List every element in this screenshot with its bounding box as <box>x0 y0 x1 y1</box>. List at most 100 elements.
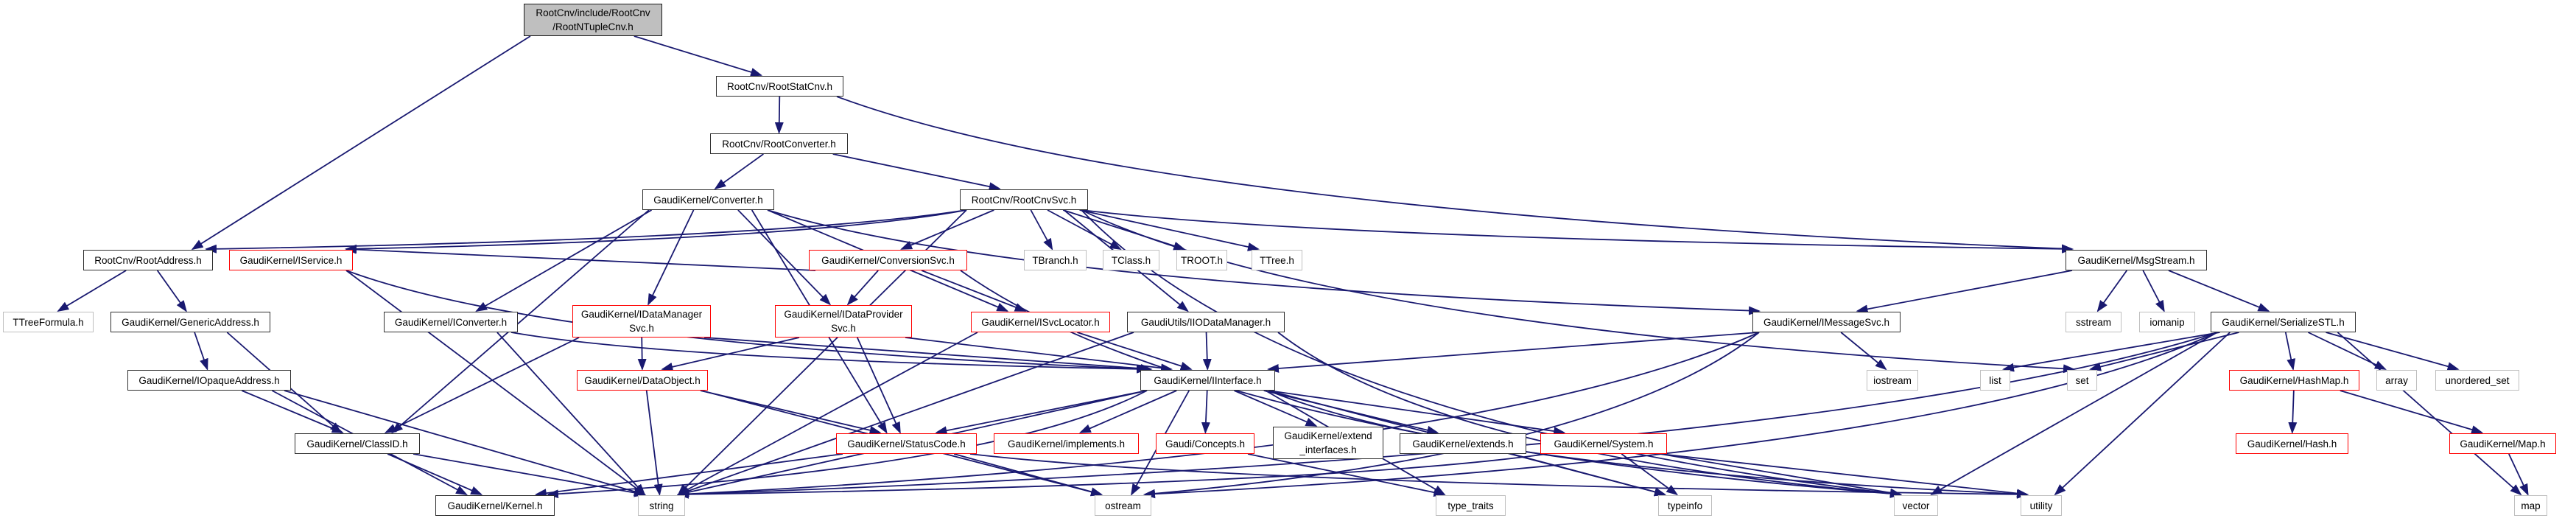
edge-root_stat-to-msgstream <box>836 96 2074 253</box>
node-type_traits[interactable]: type_traits <box>1436 495 1506 516</box>
node-conversionsvc[interactable]: GaudiKernel/ConversionSvc.h <box>809 250 967 270</box>
node-msgstream[interactable]: GaudiKernel/MsgStream.h <box>2066 250 2207 270</box>
node-map_h[interactable]: GaudiKernel/Map.h <box>2449 433 2556 454</box>
node-list[interactable]: list <box>1980 370 2010 391</box>
node-ttreeformula[interactable]: TTreeFormula.h <box>3 312 94 332</box>
edge-concepts-to-type_traits <box>1247 453 1446 497</box>
edge-statuscode-to-ostream <box>953 453 1103 497</box>
edge-genericaddress-to-iopaqueaddress <box>194 332 208 371</box>
node-concepts[interactable]: Gaudi/Concepts.h <box>1156 433 1254 454</box>
node-iopaqueaddress[interactable]: GaudiKernel/IOpaqueAddress.h <box>127 370 291 391</box>
edge-system-to-string <box>677 453 1548 499</box>
node-tclass[interactable]: TClass.h <box>1103 250 1159 270</box>
node-ostream[interactable]: ostream <box>1095 495 1151 516</box>
edge-map_h-to-map <box>2508 453 2529 496</box>
edge-serializestl-to-map <box>2337 332 2522 496</box>
edge-iiodatamanager-to-iinterface <box>1202 332 1212 371</box>
edge-imessagesvc-to-string <box>677 332 1760 499</box>
node-genericaddress[interactable]: GaudiKernel/GenericAddress.h <box>110 312 270 332</box>
edge-root_cnvsvc-to-msgstream <box>1081 209 2074 253</box>
node-typeinfo[interactable]: typeinfo <box>1658 495 1712 516</box>
edge-idatamanagersvc-to-iinterface <box>703 337 1153 373</box>
node-kernel[interactable]: GaudiKernel/Kernel.h <box>435 495 555 516</box>
edge-dataobject-to-statuscode <box>700 390 882 435</box>
edge-hashmap-to-map_h <box>2340 390 2484 434</box>
node-string[interactable]: string <box>638 495 685 516</box>
node-iservice[interactable]: GaudiKernel/IService.h <box>229 250 353 270</box>
node-root_converter[interactable]: RootCnv/RootConverter.h <box>710 133 848 154</box>
edge-root_ntuple-to-root_stat <box>634 35 763 77</box>
node-converter[interactable]: GaudiKernel/Converter.h <box>642 189 774 210</box>
node-root_ntuple[interactable]: RootCnv/include/RootCnv /RootNTupleCnv.h <box>524 4 662 36</box>
node-tbranch[interactable]: TBranch.h <box>1024 250 1087 270</box>
edge-msgstream-to-iomanip <box>2142 270 2165 312</box>
edge-msgstream-to-serializestl <box>2168 270 2270 312</box>
node-set[interactable]: set <box>2067 370 2097 391</box>
node-idatamanagersvc[interactable]: GaudiKernel/IDataManager Svc.h <box>572 305 711 338</box>
edge-root_cnvsvc-to-tbranch <box>1030 209 1053 251</box>
edge-statuscode-to-utility <box>969 453 2029 499</box>
node-dataobject[interactable]: GaudiKernel/DataObject.h <box>577 370 708 391</box>
node-unordered_set[interactable]: unordered_set <box>2435 370 2519 391</box>
edge-imessagesvc-to-ostream <box>1143 332 1760 498</box>
edge-idataprovidersvc-to-dataobject <box>661 337 800 371</box>
edge-system-to-utility <box>1660 453 2029 498</box>
node-troot[interactable]: TROOT.h <box>1176 250 1227 270</box>
edge-conversionsvc-to-idataprovidersvc <box>846 270 879 306</box>
node-implements[interactable]: GaudiKernel/implements.h <box>994 433 1139 454</box>
edge-root_address-to-ttreeformula <box>57 270 127 312</box>
node-iconverter[interactable]: GaudiKernel/IConverter.h <box>384 312 518 332</box>
edge-serializestl-to-array <box>2307 332 2387 370</box>
edge-root_address-to-genericaddress <box>156 270 187 312</box>
node-map[interactable]: map <box>2514 495 2547 516</box>
edge-iinterface-to-extend_interfaces <box>1234 390 1318 427</box>
node-hashmap[interactable]: GaudiKernel/HashMap.h <box>2229 370 2359 391</box>
edge-serializestl-to-hashmap <box>2284 332 2296 371</box>
node-array[interactable]: array <box>2376 370 2417 391</box>
node-vector[interactable]: vector <box>1894 495 1938 516</box>
edge-system-to-typeinfo <box>1621 453 1679 496</box>
node-imessagesvc[interactable]: GaudiKernel/IMessageSvc.h <box>1752 312 1901 332</box>
node-iinterface[interactable]: GaudiKernel/IInterface.h <box>1140 370 1275 391</box>
edge-root_cnvsvc-to-set <box>1081 209 2075 374</box>
node-hash[interactable]: GaudiKernel/Hash.h <box>2236 433 2348 454</box>
edge-imessagesvc-to-iostream <box>1840 332 1887 371</box>
node-sstream[interactable]: sstream <box>2066 312 2121 332</box>
edge-root_converter-to-converter <box>714 153 764 190</box>
edge-root_converter-to-root_cnvsvc <box>832 153 1001 192</box>
edge-classid-to-kernel <box>387 453 483 495</box>
node-idataprovidersvc[interactable]: GaudiKernel/IDataProvider Svc.h <box>775 305 912 338</box>
node-serializestl[interactable]: GaudiKernel/SerializeSTL.h <box>2211 312 2356 332</box>
edge-iiodatamanager-to-string <box>677 332 1134 495</box>
node-root_cnvsvc[interactable]: RootCnv/RootCnvSvc.h <box>960 189 1088 210</box>
edge-idataprovidersvc-to-statuscode <box>856 337 901 434</box>
node-utility[interactable]: utility <box>2021 495 2062 516</box>
node-iiodatamanager[interactable]: GaudiUtils/IIODataManager.h <box>1127 312 1285 332</box>
edge-iopaqueaddress-to-classid <box>241 390 344 433</box>
edge-imessagesvc-to-iinterface <box>1267 332 1760 373</box>
node-root_stat[interactable]: RootCnv/RootStatCnv.h <box>716 76 843 97</box>
edge-iconverter-to-string <box>496 332 646 496</box>
edge-iinterface-to-statuscode <box>935 390 1148 436</box>
edge-serializestl-to-list <box>2002 332 2220 372</box>
edge-root_cnvsvc-to-root_address <box>205 209 967 253</box>
node-classid[interactable]: GaudiKernel/ClassID.h <box>295 433 420 454</box>
node-ttree[interactable]: TTree.h <box>1252 250 1302 270</box>
edge-hashmap-to-hash <box>2288 390 2298 434</box>
node-iomanip[interactable]: iomanip <box>2139 312 2195 332</box>
node-system[interactable]: GaudiKernel/System.h <box>1540 433 1667 454</box>
edge-serializestl-to-vector <box>1930 332 2218 495</box>
node-statuscode[interactable]: GaudiKernel/StatusCode.h <box>836 433 977 454</box>
node-root_address[interactable]: RootCnv/RootAddress.h <box>83 250 213 270</box>
node-extend_interfaces[interactable]: GaudiKernel/extend _interfaces.h <box>1273 427 1383 459</box>
node-iostream[interactable]: iostream <box>1867 370 1918 391</box>
edge-iiodatamanager-to-vector <box>1277 332 1902 498</box>
edge-root_cnvsvc-to-conversionsvc <box>900 209 994 250</box>
node-extends[interactable]: GaudiKernel/extends.h <box>1400 433 1526 454</box>
edge-dataobject-to-string <box>645 390 663 496</box>
edge-converter-to-idatamanagersvc <box>647 209 695 306</box>
node-isvclocator[interactable]: GaudiKernel/ISvcLocator.h <box>971 312 1110 332</box>
edge-extends-to-typeinfo <box>1512 453 1666 497</box>
edge-serializestl-to-utility <box>2054 332 2231 496</box>
